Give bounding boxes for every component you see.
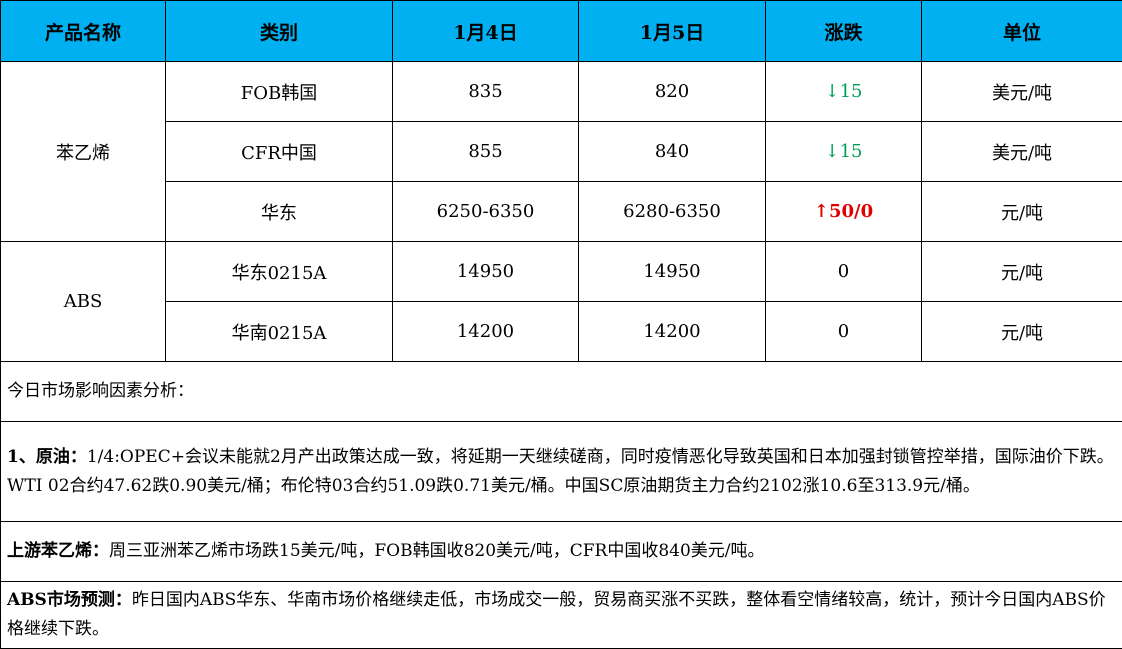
note-label: ABS市场预测：	[7, 590, 132, 610]
note-label: 1、原油：	[7, 447, 87, 467]
change: ↑50/0	[766, 182, 922, 242]
table-row: 华东 6250-6350 6280-6350 ↑50/0 元/吨	[1, 182, 1122, 242]
column-header: 涨跌	[766, 1, 922, 62]
analysis-note: ABS市场预测：昨日国内ABS华东、华南市场价格继续走低，市场成交一般，贸易商买…	[1, 582, 1122, 649]
category: 华南0215A	[166, 302, 393, 362]
unit: 元/吨	[922, 182, 1122, 242]
column-header: 1月4日	[393, 1, 579, 62]
category: 华东	[166, 182, 393, 242]
price-jan4: 14950	[393, 242, 579, 302]
note-text: 昨日国内ABS华东、华南市场价格继续走低，市场成交一般，贸易商买涨不买跌，整体看…	[7, 590, 1106, 639]
column-header: 类别	[166, 1, 393, 62]
category: 华东0215A	[166, 242, 393, 302]
unit: 元/吨	[922, 242, 1122, 302]
product-name: ABS	[1, 242, 166, 362]
change: ↓15	[766, 122, 922, 182]
price-jan4: 6250-6350	[393, 182, 579, 242]
change: ↓15	[766, 62, 922, 122]
column-header: 产品名称	[1, 1, 166, 62]
note-label: 上游苯乙烯：	[7, 541, 109, 561]
category: FOB韩国	[166, 62, 393, 122]
price-jan4: 835	[393, 62, 579, 122]
price-jan5: 14200	[579, 302, 766, 362]
price-jan5: 820	[579, 62, 766, 122]
unit: 美元/吨	[922, 62, 1122, 122]
column-header: 单位	[922, 1, 1122, 62]
price-jan5: 14950	[579, 242, 766, 302]
note-text: 周三亚洲苯乙烯市场跌15美元/吨，FOB韩国收820美元/吨，CFR中国收840…	[109, 541, 765, 561]
table-row: 华南0215A 14200 14200 0 元/吨	[1, 302, 1122, 362]
analysis-title: 今日市场影响因素分析：	[1, 362, 1122, 422]
table-row: CFR中国 855 840 ↓15 美元/吨	[1, 122, 1122, 182]
change: 0	[766, 242, 922, 302]
analysis-note: 上游苯乙烯：周三亚洲苯乙烯市场跌15美元/吨，FOB韩国收820美元/吨，CFR…	[1, 522, 1122, 582]
category: CFR中国	[166, 122, 393, 182]
price-jan4: 855	[393, 122, 579, 182]
analysis-note: 1、原油：1/4:OPEC+会议未能就2月产出政策达成一致，将延期一天继续磋商，…	[1, 422, 1122, 522]
change: 0	[766, 302, 922, 362]
unit: 元/吨	[922, 302, 1122, 362]
product-name: 苯乙烯	[1, 62, 166, 242]
column-header: 1月5日	[579, 1, 766, 62]
note-text: 1/4:OPEC+会议未能就2月产出政策达成一致，将延期一天继续磋商，同时疫情恶…	[7, 447, 1114, 496]
price-jan5: 6280-6350	[579, 182, 766, 242]
price-jan4: 14200	[393, 302, 579, 362]
unit: 美元/吨	[922, 122, 1122, 182]
price-jan5: 840	[579, 122, 766, 182]
